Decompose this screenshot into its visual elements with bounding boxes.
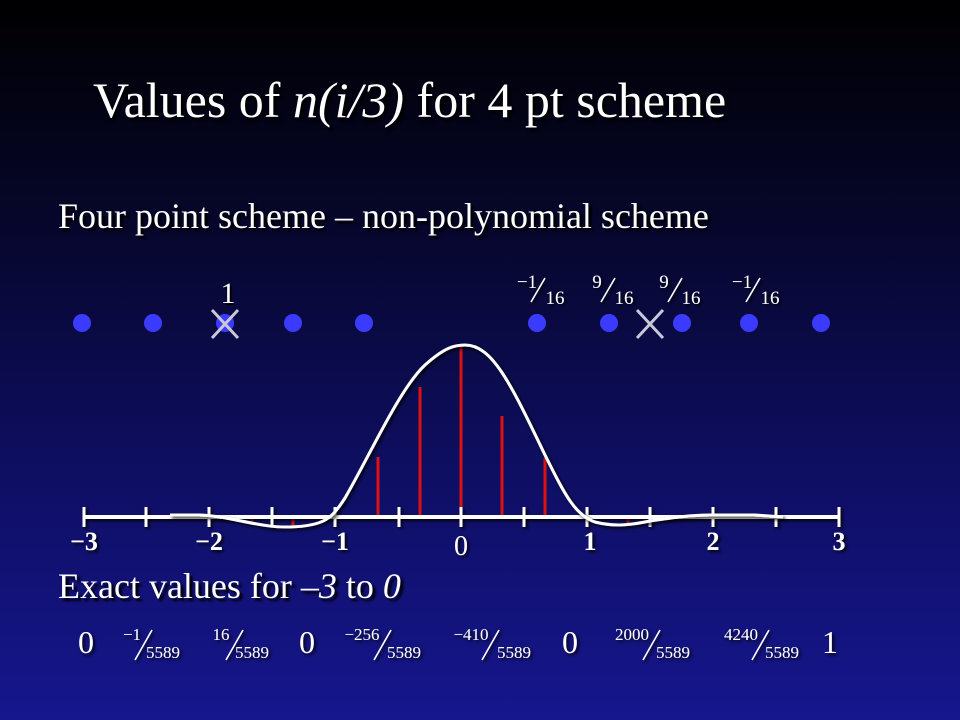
exact-values-heading: Exact values for –3 to 0 <box>58 564 401 608</box>
weight-denominator: 16 <box>761 288 780 309</box>
fraction-denominator: 5589 <box>765 643 799 662</box>
fraction-numerator: −410 <box>453 625 488 644</box>
fraction-slash <box>600 277 616 303</box>
axis-label: 2 <box>707 527 720 556</box>
exact-value-fraction: −1 5589 <box>123 625 180 662</box>
exact-value-whole: 0 <box>78 624 94 660</box>
right-mask: −1 16 9 16 9 16 −1 16 <box>517 272 830 340</box>
right-mask-cross-icon <box>635 308 665 340</box>
weight-denominator: 16 <box>546 288 565 309</box>
fraction-numerator: 4240 <box>724 625 758 644</box>
exact-heading-italic-b: 0 <box>382 566 401 606</box>
fraction-denominator: 5589 <box>497 643 531 662</box>
exact-value-whole: 1 <box>822 624 838 660</box>
right-mask-dot <box>812 314 830 332</box>
x-axis <box>82 507 841 527</box>
exact-value-fraction: −410 5589 <box>453 625 531 662</box>
left-mask-dot <box>284 314 302 332</box>
fraction-numerator: −1 <box>123 625 141 644</box>
exact-value-fraction: 2000 5589 <box>615 625 690 662</box>
axis-label: −3 <box>70 527 98 556</box>
weight-numerator: 9 <box>592 272 602 293</box>
left-mask-dot <box>144 314 162 332</box>
axis-label: −2 <box>195 527 223 556</box>
basis-curve <box>170 343 784 529</box>
fraction-numerator: 2000 <box>615 625 649 644</box>
weight-fraction: −1 16 <box>732 272 780 309</box>
weight-fraction: 9 16 <box>659 272 700 309</box>
exact-value-fraction: 4240 5589 <box>724 625 799 662</box>
exact-heading-prefix: Exact values for <box>58 566 301 606</box>
axis-label: 0 <box>454 531 468 562</box>
weight-denominator: 16 <box>682 288 701 309</box>
fraction-slash <box>667 277 683 303</box>
axis-label: −1 <box>321 527 349 556</box>
axis-label: 3 <box>833 527 846 556</box>
exact-heading-middle: to <box>336 566 383 606</box>
title-suffix: for 4 pt scheme <box>404 72 727 128</box>
exact-value-whole: 0 <box>562 624 578 660</box>
fraction-slash <box>225 629 244 661</box>
weight-numerator: −1 <box>517 272 537 293</box>
title-prefix: Values of <box>93 72 293 128</box>
fraction-slash <box>373 629 392 661</box>
fraction-slash <box>751 629 770 661</box>
fraction-slash <box>745 277 761 303</box>
exact-value-fraction: 16 5589 <box>213 625 270 662</box>
fraction-denominator: 5589 <box>656 643 690 662</box>
fraction-numerator: −256 <box>344 625 379 644</box>
left-mask-cross-icon <box>210 308 240 340</box>
weight-denominator: 16 <box>615 288 634 309</box>
fraction-slash <box>642 629 661 661</box>
right-mask-dot <box>740 314 758 332</box>
axis-labels: −3 −2 −1 0 1 2 3 <box>70 527 845 562</box>
fraction-denominator: 5589 <box>387 643 421 662</box>
value-stems <box>250 347 672 526</box>
weight-fraction: 9 16 <box>592 272 633 309</box>
left-mask-label: 1 <box>221 277 236 310</box>
left-mask: 1 <box>73 277 373 340</box>
exact-value-fraction: −256 5589 <box>344 625 421 662</box>
right-mask-dot <box>528 314 546 332</box>
fraction-denominator: 5589 <box>235 643 269 662</box>
left-mask-dot <box>355 314 373 332</box>
left-mask-dot <box>73 314 91 332</box>
fraction-slash <box>481 629 500 661</box>
right-mask-dot <box>673 314 691 332</box>
right-mask-dot <box>600 314 618 332</box>
exact-values-row: 0 −1 5589 16 5589 0 −256 5589 −410 5589 … <box>78 624 838 662</box>
fraction-slash <box>134 629 153 661</box>
fraction-numerator: 16 <box>213 625 230 644</box>
exact-value-whole: 0 <box>299 624 315 660</box>
title-italic: n(i/3) <box>292 72 405 128</box>
slide-title: Values of n(i/3) for 4 pt scheme <box>93 70 726 130</box>
weight-fraction: −1 16 <box>517 272 565 309</box>
weight-numerator: 9 <box>659 272 669 293</box>
fraction-denominator: 5589 <box>146 643 180 662</box>
axis-label: 1 <box>584 527 597 556</box>
subtitle: Four point scheme – non-polynomial schem… <box>58 196 709 236</box>
weight-numerator: −1 <box>732 272 752 293</box>
exact-heading-italic-a: –3 <box>300 566 337 606</box>
fraction-slash <box>530 277 546 303</box>
